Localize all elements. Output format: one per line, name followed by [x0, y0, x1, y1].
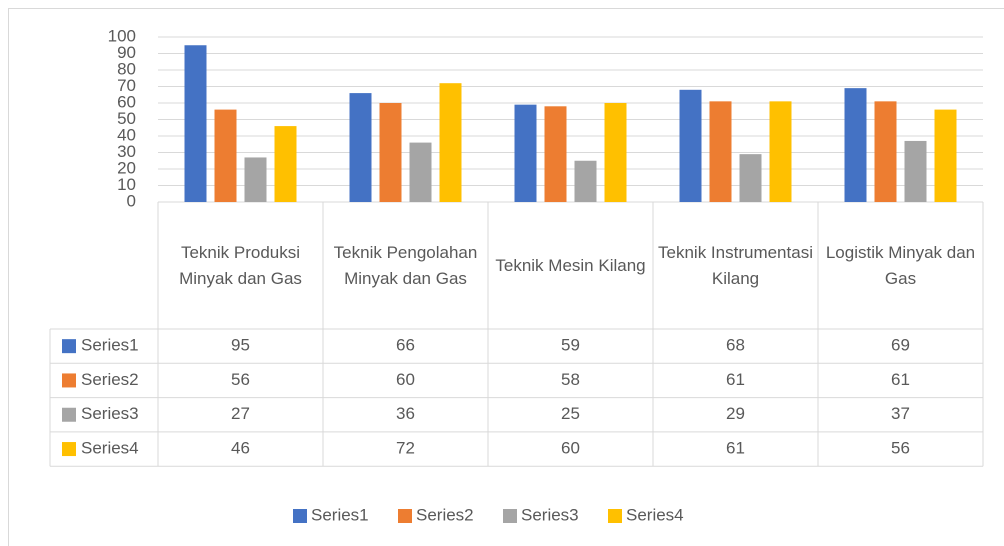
legend-label: Series4: [626, 505, 684, 524]
bar: [604, 103, 627, 202]
bar: [739, 154, 762, 202]
bar: [514, 104, 537, 202]
table-value: 72: [396, 439, 415, 458]
y-tick-label: 10: [117, 175, 136, 194]
bar: [709, 101, 732, 202]
legend-label: Series3: [521, 505, 579, 524]
table-value: 68: [726, 336, 745, 355]
y-tick-label: 80: [117, 59, 136, 78]
bar: [274, 126, 297, 202]
bar: [679, 89, 702, 202]
legend-key: [608, 509, 622, 523]
legend-key: [398, 509, 412, 523]
table-value: 36: [396, 404, 415, 423]
table-legend-key: [62, 373, 76, 388]
category-cell: Teknik Pengolahan Minyak dan Gas: [333, 242, 478, 288]
y-tick-label: 90: [117, 43, 136, 62]
table-value: 56: [891, 439, 910, 458]
table-value: 58: [561, 370, 580, 389]
bar: [844, 88, 867, 202]
table-value: 25: [561, 404, 580, 423]
table-series-name: Series1: [81, 336, 139, 355]
y-tick-label: 70: [117, 76, 136, 95]
category-cell: Logistik Minyak dan Gas: [825, 242, 976, 288]
table-value: 37: [891, 404, 910, 423]
table-legend-key: [62, 442, 76, 457]
bar: [214, 109, 237, 202]
y-tick-label: 50: [117, 109, 136, 128]
y-tick-label: 20: [117, 158, 136, 177]
x-tick-label: Teknik Pengolahan Minyak dan Gas: [333, 242, 478, 288]
y-tick-label: 60: [117, 92, 136, 111]
bar: [184, 45, 207, 202]
legend-key: [293, 509, 307, 523]
category-cell: Teknik Mesin Kilang: [495, 255, 646, 275]
bar: [874, 101, 897, 202]
y-tick-label: 100: [108, 26, 136, 45]
bar: [769, 101, 792, 202]
category-cell: Teknik Instrumentasi Kilang: [658, 242, 813, 288]
table-value: 66: [396, 336, 415, 355]
table-value: 95: [231, 336, 250, 355]
table-value: 29: [726, 404, 745, 423]
table-series-name: Series3: [81, 404, 139, 423]
legend-label: Series1: [311, 505, 369, 524]
table-legend-key: [62, 407, 76, 422]
category-cell: Teknik Produksi Minyak dan Gas: [179, 242, 302, 288]
bar: [244, 157, 267, 202]
bar: [904, 140, 927, 202]
x-tick-label: Teknik Mesin Kilang: [495, 255, 646, 275]
table-series-name: Series2: [81, 370, 139, 389]
bar: [439, 83, 462, 202]
bar: [544, 106, 567, 202]
chart-border: [8, 8, 1004, 546]
table-value: 59: [561, 336, 580, 355]
x-tick-label: Teknik Produksi Minyak dan Gas: [179, 242, 302, 288]
table-value: 61: [726, 370, 745, 389]
table-value: 46: [231, 439, 250, 458]
bar: [574, 160, 597, 202]
y-tick-label: 0: [127, 191, 136, 210]
table-value: 60: [561, 439, 580, 458]
y-tick-label: 40: [117, 125, 136, 144]
table-value: 60: [396, 370, 415, 389]
table-value: 56: [231, 370, 250, 389]
bar: [409, 142, 432, 202]
bar: [934, 109, 957, 202]
table-value: 61: [891, 370, 910, 389]
y-tick-label: 30: [117, 142, 136, 161]
bar: [379, 103, 402, 202]
table-value: 61: [726, 439, 745, 458]
table-legend-key: [62, 339, 76, 354]
table-value: 27: [231, 404, 250, 423]
table-series-name: Series4: [81, 439, 139, 458]
x-tick-label: Logistik Minyak dan Gas: [825, 242, 976, 288]
legend-key: [503, 509, 517, 523]
bar: [349, 93, 372, 202]
table-value: 69: [891, 336, 910, 355]
legend-label: Series2: [416, 505, 474, 524]
x-tick-label: Teknik Instrumentasi Kilang: [658, 242, 813, 288]
